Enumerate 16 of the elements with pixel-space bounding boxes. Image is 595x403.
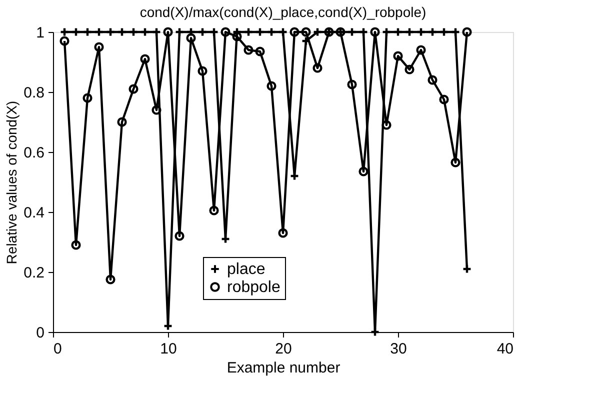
legend-label: place — [227, 261, 266, 278]
x-tick-label: 10 — [160, 340, 177, 358]
x-tick-label: 20 — [275, 340, 292, 358]
legend-label: robpole — [227, 279, 280, 296]
y-tick-label: 0.2 — [24, 264, 44, 282]
chart-title: cond(X)/max(cond(X)_place,cond(X)_robpole) — [140, 4, 426, 20]
x-tick-label: 40 — [496, 340, 514, 358]
y-axis-title: Relative values of cond(X) — [4, 100, 20, 264]
x-axis-title: Example number — [226, 360, 340, 376]
y-tick-label: 0 — [36, 324, 44, 342]
y-tick-label: 1 — [36, 24, 44, 42]
x-tick-label: 0 — [54, 340, 62, 358]
y-tick-label: 0.8 — [24, 84, 44, 102]
y-tick-label: 0.6 — [24, 144, 44, 162]
y-tick-label: 0.4 — [24, 204, 44, 222]
x-tick-label: 30 — [390, 340, 407, 358]
